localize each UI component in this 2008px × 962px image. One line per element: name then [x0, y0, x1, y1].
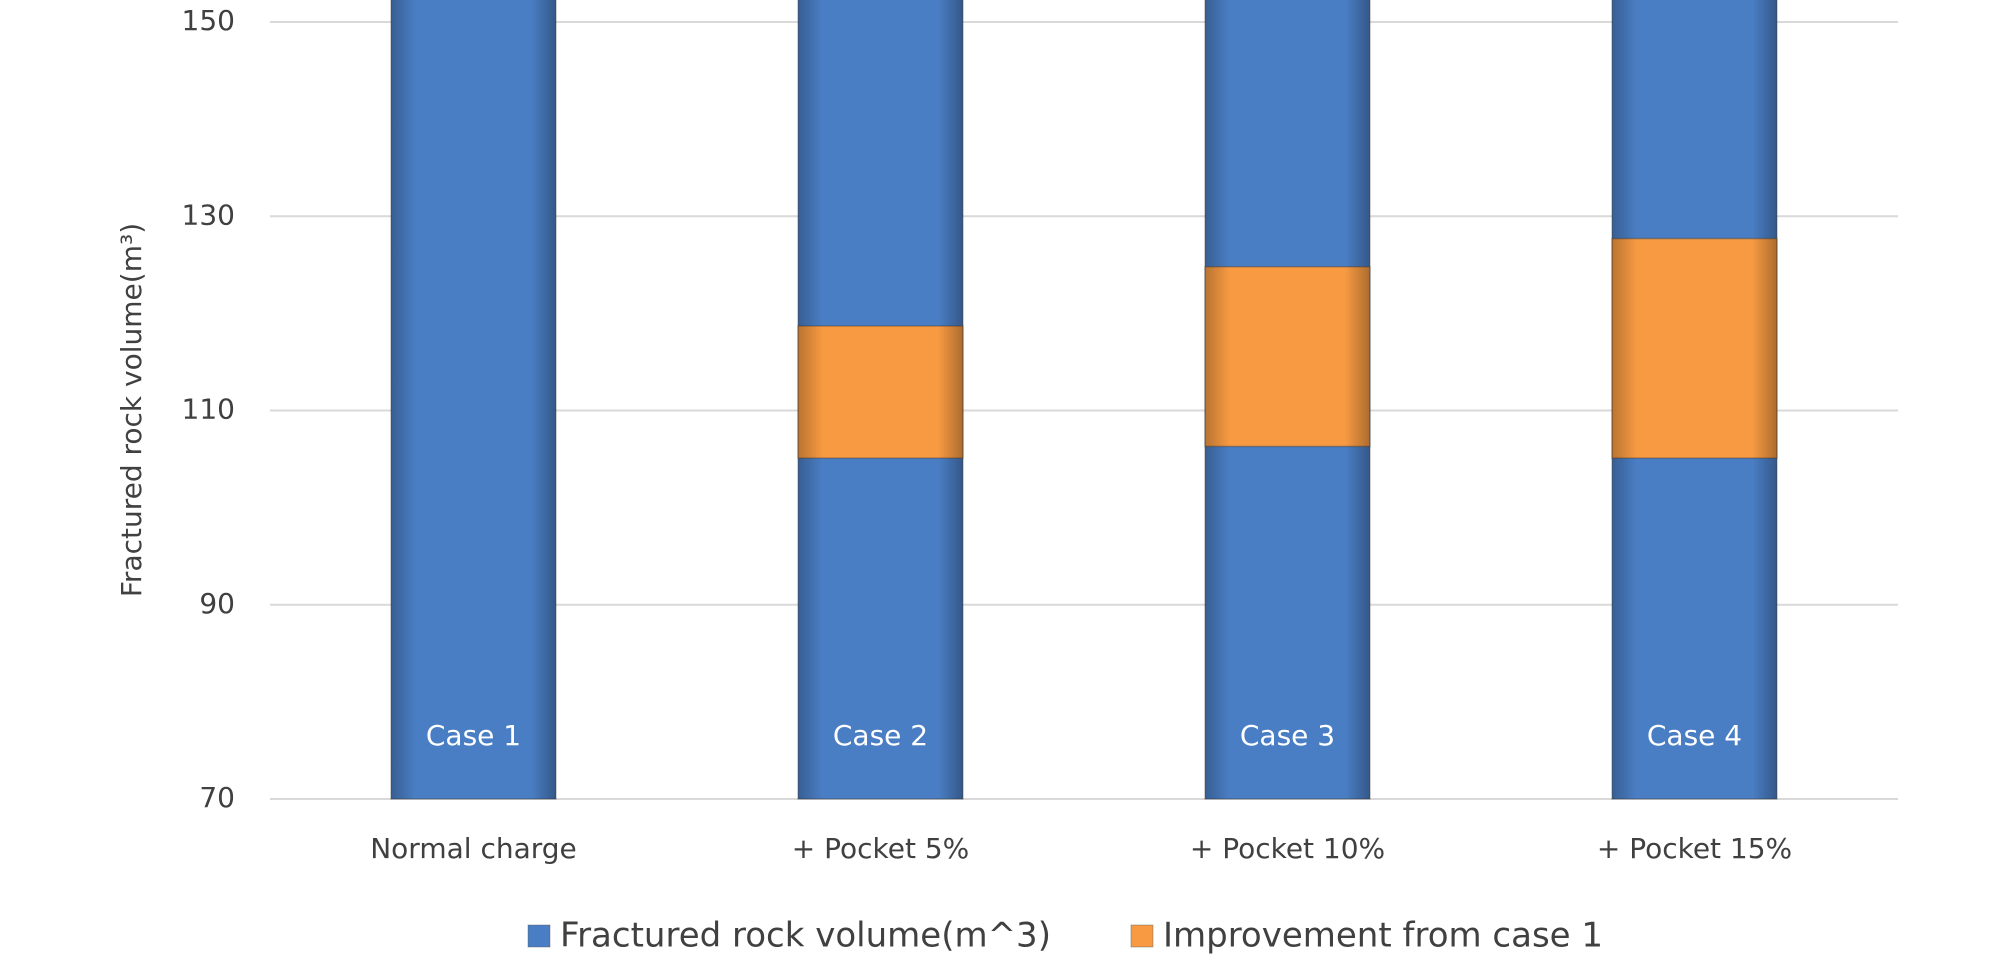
- x-tick-label: + Pocket 15%: [1597, 832, 1792, 865]
- bar-label: Case 2: [833, 719, 928, 752]
- x-tick-label: + Pocket 10%: [1190, 832, 1385, 865]
- x-tick-label: + Pocket 5%: [792, 832, 970, 865]
- legend-swatch: [1130, 924, 1154, 948]
- bar: [1611, 237, 1778, 459]
- y-tick-label: 130: [182, 198, 235, 231]
- legend-label: Fractured rock volume(m^3): [560, 916, 1051, 956]
- y-tick-label: 90: [199, 587, 235, 620]
- bar: [797, 325, 964, 459]
- y-tick-label: 150: [182, 4, 235, 37]
- bar: [1204, 266, 1371, 448]
- bar-label: Case 1: [426, 719, 521, 752]
- y-tick-label: 70: [199, 781, 235, 814]
- x-tick-label: Normal charge: [370, 832, 577, 865]
- y-tick-label: 110: [182, 393, 235, 426]
- y-axis-title: Fractured rock volume(m³): [115, 223, 148, 597]
- legend-label: Improvement from case 1: [1163, 916, 1603, 956]
- bar-label: Case 4: [1647, 719, 1742, 752]
- bar-label: Case 3: [1240, 719, 1335, 752]
- legend-swatch: [527, 924, 551, 948]
- bar: [390, 0, 557, 800]
